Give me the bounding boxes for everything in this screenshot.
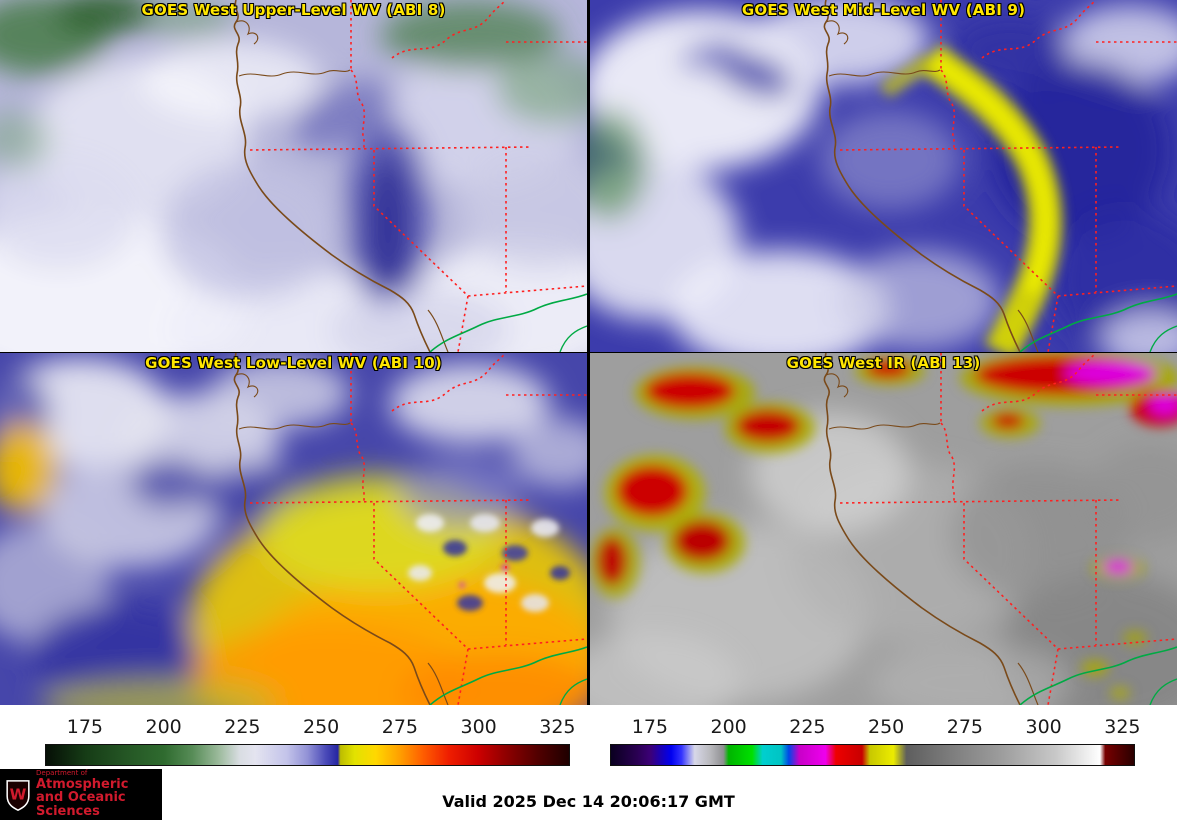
colorbar-wv: 175 200 225 250 275 300 325 [45, 716, 576, 766]
tick-label: 175 [631, 716, 669, 738]
colorbar-ir-gradient [610, 744, 1135, 766]
tick-label: 275 [946, 716, 984, 738]
satellite-image-abi10 [0, 353, 587, 705]
panel-upper-level-wv: GOES West Upper-Level WV (ABI 8) [0, 0, 587, 352]
tick-label: 275 [381, 716, 419, 738]
tick-label: 250 [303, 716, 340, 738]
uw-aos-logo: W Department of Atmospheric and Oceanic … [0, 769, 162, 820]
colorbar-wv-ticks: 175 200 225 250 275 300 325 [45, 716, 576, 742]
tick-label: 325 [539, 716, 576, 738]
logo-line2: and Oceanic Sciences [36, 790, 126, 819]
colorbar-ir: 175 200 225 250 275 300 325 [610, 716, 1141, 766]
valid-timestamp: Valid 2025 Dec 14 20:06:17 GMT [442, 792, 735, 811]
panel-ir: GOES West IR (ABI 13) [590, 353, 1177, 705]
satellite-image-abi8 [0, 0, 587, 352]
tick-label: 300 [460, 716, 497, 738]
panel-mid-level-wv: GOES West Mid-Level WV (ABI 9) [590, 0, 1177, 352]
logo-text: Department of Atmospheric and Oceanic Sc… [36, 769, 162, 819]
tick-label: 225 [224, 716, 261, 738]
crest-letter: W [10, 785, 27, 803]
tick-label: 175 [66, 716, 104, 738]
logo-dept-prefix: Department of [36, 769, 88, 778]
colorbar-ir-ticks: 175 200 225 250 275 300 325 [610, 716, 1141, 742]
tick-label: 325 [1104, 716, 1141, 738]
tick-label: 200 [710, 716, 747, 738]
tick-label: 300 [1025, 716, 1062, 738]
satellite-quad-grid: GOES West Upper-Level WV (ABI 8) [0, 0, 1177, 705]
tick-label: 250 [868, 716, 905, 738]
tick-label: 225 [789, 716, 826, 738]
satellite-image-abi13 [590, 353, 1177, 705]
panel-low-level-wv: GOES West Low-Level WV (ABI 10) [0, 353, 587, 705]
satellite-image-abi9 [590, 0, 1177, 352]
logo-line1: Atmospheric [36, 776, 129, 792]
colorbar-wv-gradient [45, 744, 570, 766]
uw-crest-icon: W [6, 779, 30, 811]
tick-label: 200 [145, 716, 182, 738]
